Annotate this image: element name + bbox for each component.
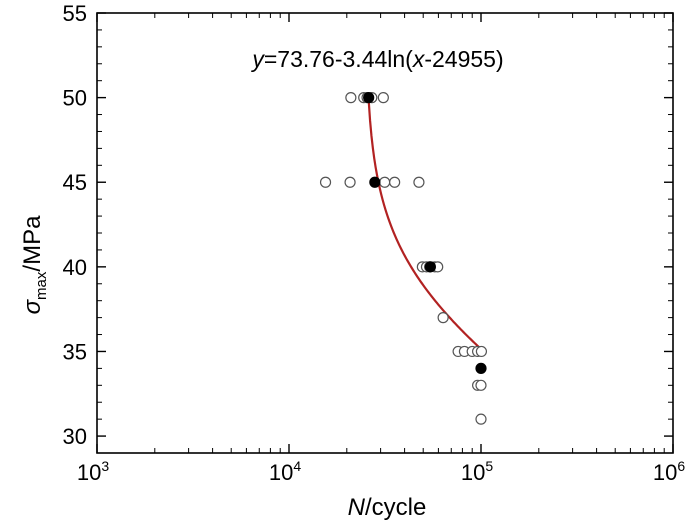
y-tick-label: 50 — [63, 86, 87, 111]
data-point-open — [344, 176, 356, 188]
x-axis-var: N — [348, 494, 366, 521]
x-tick-label: 106 — [653, 458, 685, 485]
data-point-open — [379, 176, 391, 188]
data-point-filled — [424, 261, 436, 273]
fit-equation: y=73.76-3.44ln(x-24955) — [250, 46, 503, 72]
data-point-open — [475, 379, 487, 391]
eq-x-var: x — [412, 46, 426, 72]
data-point-filled — [369, 176, 381, 188]
plot-frame — [96, 12, 674, 454]
data-point-open — [319, 176, 332, 188]
y-tick-label: 30 — [63, 424, 87, 449]
data-point-open — [389, 176, 401, 188]
y-axis-sub: max — [33, 271, 50, 300]
x-tick-label: 104 — [269, 458, 301, 485]
data-point-open — [377, 92, 389, 104]
data-point-open — [437, 312, 449, 324]
eq-part1: =73.76-3.44ln( — [264, 46, 413, 72]
eq-y-var: y — [250, 46, 265, 72]
x-axis-title: N/cycle — [348, 494, 427, 521]
x-tick-label: 105 — [461, 458, 493, 485]
y-axis-unit: /MPa — [19, 215, 46, 272]
x-tick-label: 103 — [77, 458, 109, 485]
data-point-filled — [475, 362, 487, 374]
data-point-open — [413, 176, 425, 188]
x-axis-unit: /cycle — [365, 494, 426, 521]
data-point-filled — [363, 92, 375, 104]
y-axis-var: σ — [19, 298, 46, 314]
data-point-open — [475, 345, 488, 358]
y-tick-label: 40 — [63, 255, 87, 280]
fit-curve — [367, 100, 481, 350]
y-tick-label: 45 — [63, 170, 87, 195]
y-tick-label: 55 — [63, 1, 87, 26]
data-point-open — [345, 92, 357, 104]
data-point-open — [475, 413, 487, 425]
y-tick-label: 35 — [63, 339, 87, 364]
y-axis-title: σmax/MPa — [19, 215, 50, 314]
eq-part2: -24955) — [424, 46, 503, 72]
